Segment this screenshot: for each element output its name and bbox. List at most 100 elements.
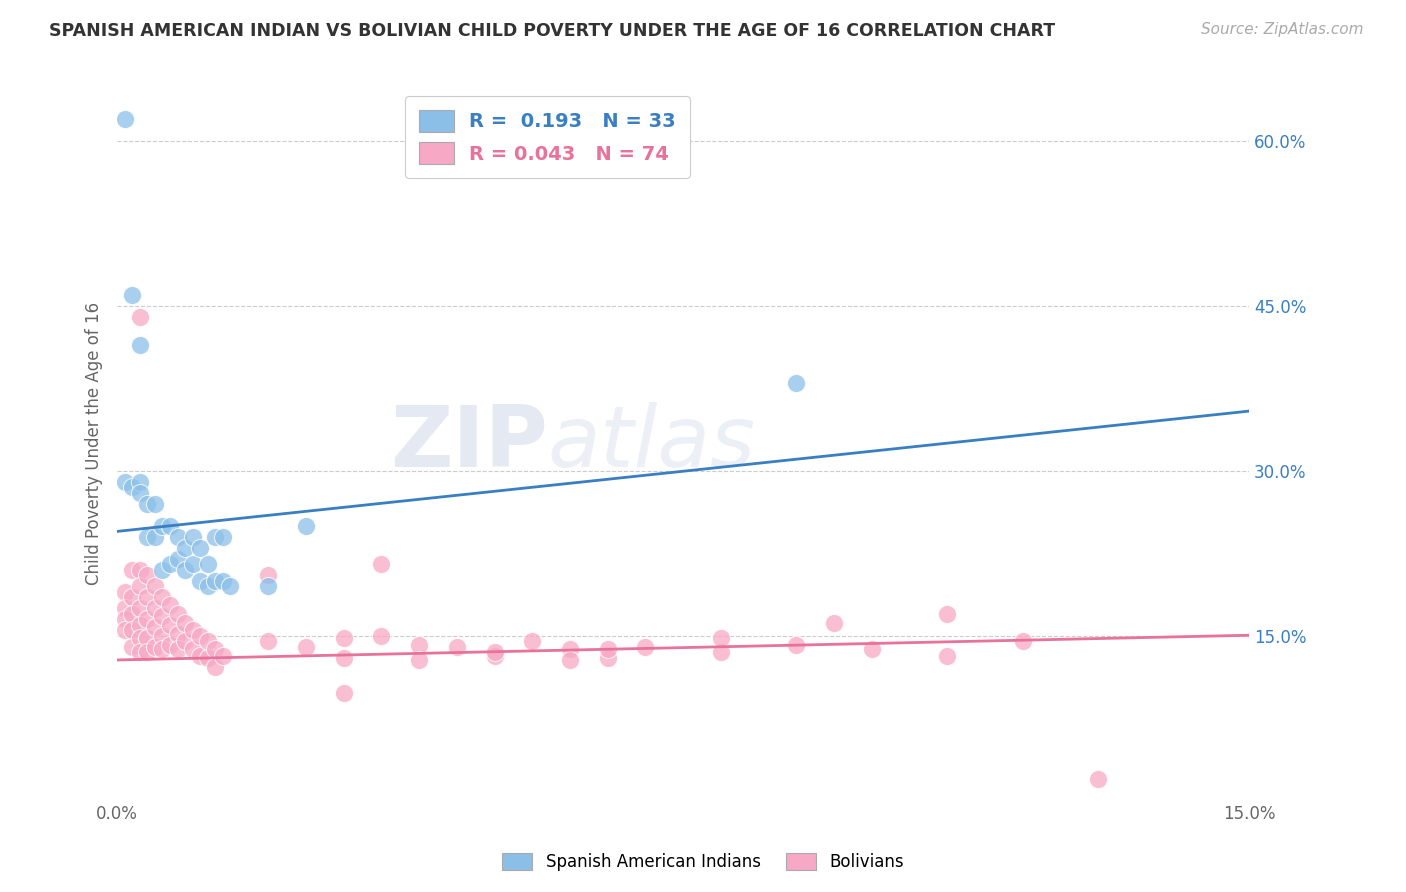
Point — [136, 530, 159, 544]
Point — [128, 579, 150, 593]
Point — [370, 629, 392, 643]
Legend: Spanish American Indians, Bolivians: Spanish American Indians, Bolivians — [494, 845, 912, 880]
Point — [197, 634, 219, 648]
Point — [152, 591, 174, 605]
Point — [204, 642, 226, 657]
Point — [174, 541, 197, 555]
Point — [128, 645, 150, 659]
Point — [121, 288, 143, 302]
Point — [136, 645, 159, 659]
Point — [143, 620, 166, 634]
Point — [159, 617, 181, 632]
Point — [408, 638, 430, 652]
Point — [121, 480, 143, 494]
Point — [159, 638, 181, 652]
Point — [159, 598, 181, 612]
Point — [558, 642, 581, 657]
Point — [152, 642, 174, 657]
Point — [152, 609, 174, 624]
Point — [143, 530, 166, 544]
Point — [188, 541, 211, 555]
Point — [152, 563, 174, 577]
Point — [136, 497, 159, 511]
Point — [128, 337, 150, 351]
Point — [188, 648, 211, 663]
Point — [936, 648, 959, 663]
Point — [332, 631, 354, 645]
Point — [332, 686, 354, 700]
Point — [1087, 772, 1109, 786]
Point — [136, 612, 159, 626]
Point — [121, 624, 143, 638]
Point — [128, 310, 150, 325]
Point — [136, 591, 159, 605]
Text: ZIP: ZIP — [389, 402, 547, 485]
Point — [197, 579, 219, 593]
Point — [159, 519, 181, 533]
Point — [936, 607, 959, 621]
Text: atlas: atlas — [547, 402, 755, 485]
Point — [860, 642, 883, 657]
Point — [152, 629, 174, 643]
Point — [710, 645, 733, 659]
Point — [370, 558, 392, 572]
Point — [114, 624, 136, 638]
Point — [128, 601, 150, 615]
Point — [121, 640, 143, 654]
Point — [174, 634, 197, 648]
Text: SPANISH AMERICAN INDIAN VS BOLIVIAN CHILD POVERTY UNDER THE AGE OF 16 CORRELATIO: SPANISH AMERICAN INDIAN VS BOLIVIAN CHIL… — [49, 22, 1056, 40]
Point — [1011, 634, 1033, 648]
Point — [181, 642, 204, 657]
Point — [114, 612, 136, 626]
Point — [219, 579, 242, 593]
Point — [143, 640, 166, 654]
Point — [211, 574, 233, 588]
Point — [484, 645, 506, 659]
Point — [197, 558, 219, 572]
Point — [166, 626, 188, 640]
Point — [204, 530, 226, 544]
Point — [204, 659, 226, 673]
Point — [121, 591, 143, 605]
Point — [332, 650, 354, 665]
Point — [785, 376, 807, 390]
Point — [785, 638, 807, 652]
Legend: R =  0.193   N = 33, R = 0.043   N = 74: R = 0.193 N = 33, R = 0.043 N = 74 — [405, 96, 689, 178]
Point — [295, 519, 318, 533]
Point — [166, 530, 188, 544]
Point — [128, 617, 150, 632]
Point — [181, 530, 204, 544]
Point — [114, 475, 136, 489]
Y-axis label: Child Poverty Under the Age of 16: Child Poverty Under the Age of 16 — [86, 301, 103, 585]
Point — [136, 568, 159, 582]
Point — [295, 640, 318, 654]
Point — [823, 615, 845, 630]
Point — [634, 640, 657, 654]
Point — [211, 530, 233, 544]
Point — [408, 653, 430, 667]
Point — [166, 642, 188, 657]
Point — [128, 563, 150, 577]
Text: Source: ZipAtlas.com: Source: ZipAtlas.com — [1201, 22, 1364, 37]
Point — [174, 615, 197, 630]
Point — [181, 558, 204, 572]
Point — [128, 475, 150, 489]
Point — [121, 607, 143, 621]
Point — [143, 601, 166, 615]
Point — [152, 519, 174, 533]
Point — [121, 563, 143, 577]
Point — [128, 486, 150, 500]
Point — [166, 607, 188, 621]
Point — [211, 648, 233, 663]
Point — [143, 497, 166, 511]
Point — [114, 112, 136, 127]
Point — [136, 631, 159, 645]
Point — [257, 579, 280, 593]
Point — [197, 650, 219, 665]
Point — [166, 552, 188, 566]
Point — [143, 579, 166, 593]
Point — [257, 568, 280, 582]
Point — [257, 634, 280, 648]
Point — [181, 624, 204, 638]
Point — [114, 601, 136, 615]
